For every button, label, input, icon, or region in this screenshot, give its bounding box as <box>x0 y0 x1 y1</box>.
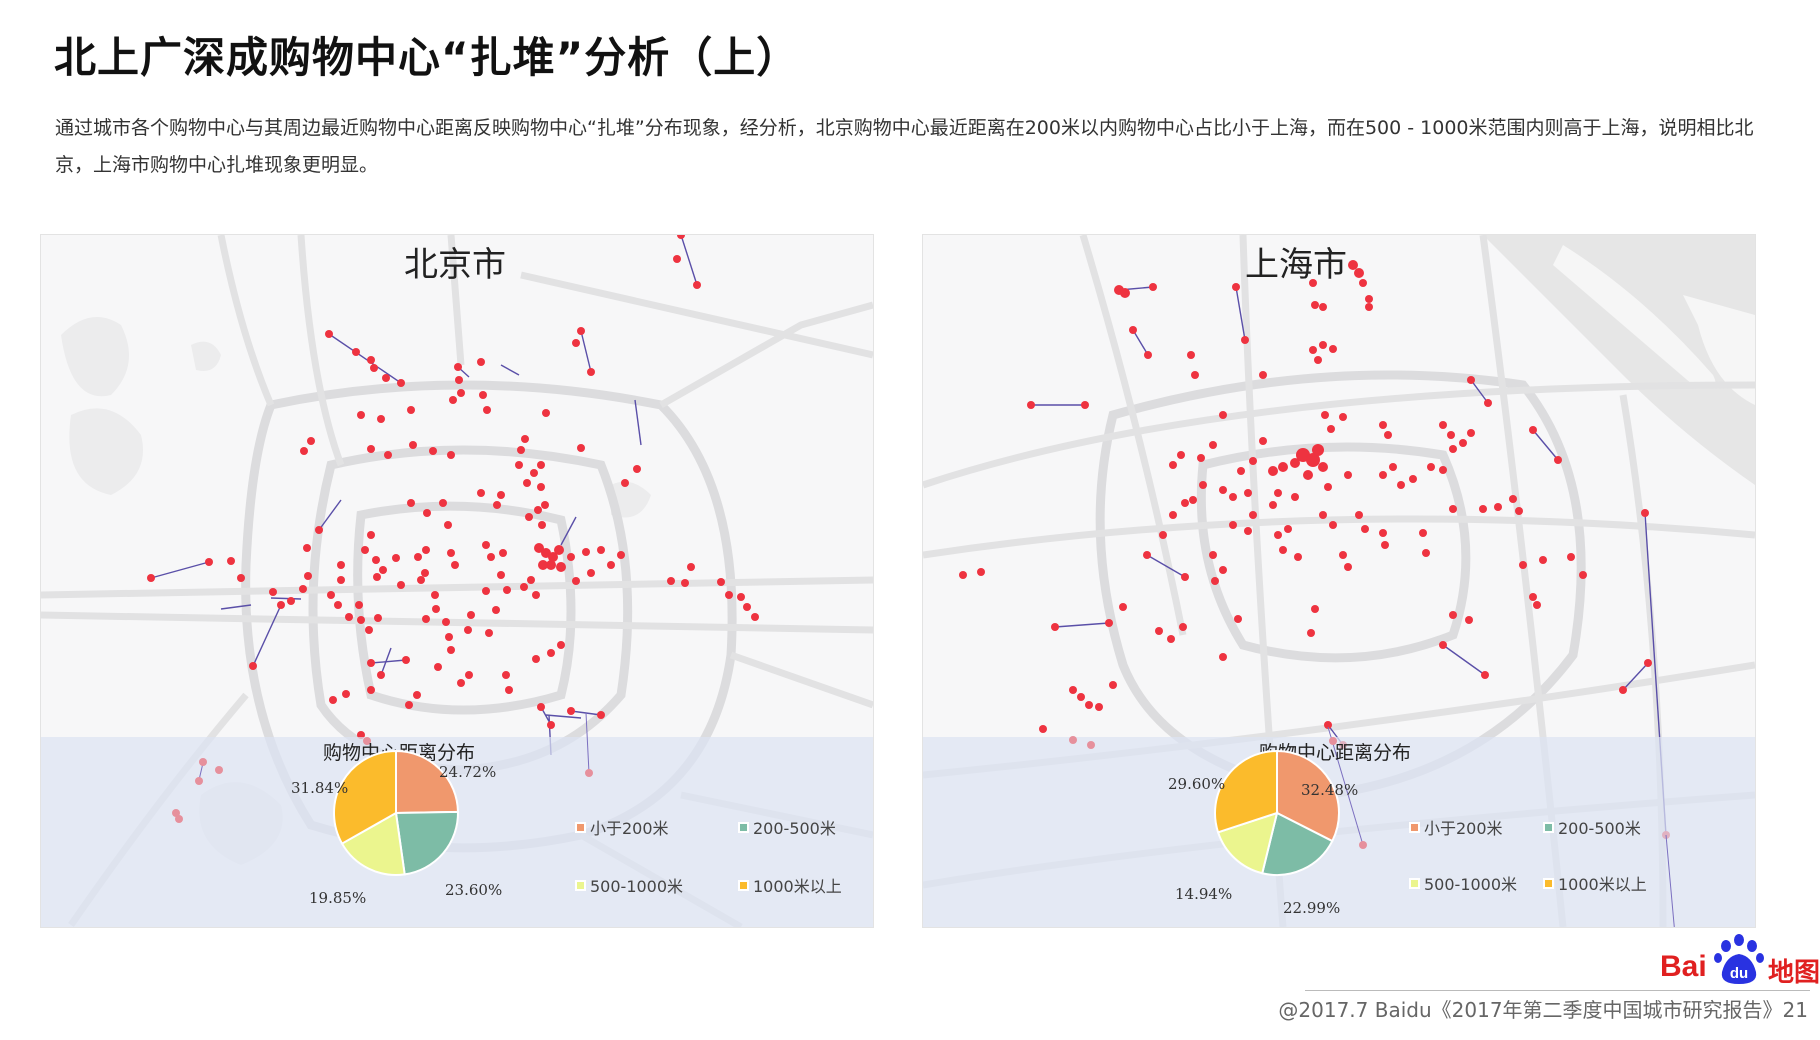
shanghai-label-500-1000: 14.94% <box>1175 885 1233 903</box>
shanghai-map-panel: 上海市 购物中心距离分布 32.48% 22.99% 14.94% 29.60%… <box>922 234 1756 928</box>
beijing-label-200-500: 23.60% <box>445 881 503 899</box>
legend-swatch <box>1543 821 1554 833</box>
legend-label: 200-500米 <box>1558 819 1641 838</box>
legend-item-lt200: 小于200米 <box>575 815 669 839</box>
shanghai-city-label: 上海市 <box>1245 245 1347 285</box>
baidu-map-logo: Bai du 地图 <box>1660 932 1820 988</box>
chart-overlay-band <box>41 737 873 927</box>
logo-suffix: 地图 <box>1768 958 1820 988</box>
legend-label: 1000米以上 <box>753 877 842 896</box>
legend-item-lt200: 小于200米 <box>1409 815 1503 839</box>
legend-swatch <box>738 821 749 833</box>
shanghai-label-gt1000: 29.60% <box>1168 775 1226 793</box>
legend-label: 小于200米 <box>1424 819 1503 838</box>
beijing-pie-chart <box>332 749 460 876</box>
footer-divider <box>1305 990 1810 991</box>
legend-label: 1000米以上 <box>1558 875 1647 894</box>
legend-label: 小于200米 <box>590 819 669 838</box>
beijing-label-500-1000: 19.85% <box>309 889 367 907</box>
legend-swatch <box>575 879 586 891</box>
legend-item-500-1000: 500-1000米 <box>1409 871 1517 895</box>
legend-item-gt1000: 1000米以上 <box>738 873 842 897</box>
legend-swatch <box>1409 821 1420 833</box>
pie-slice-lt200 <box>395 749 460 815</box>
legend-item-500-1000: 500-1000米 <box>575 873 683 897</box>
pie-slice-lt200 <box>1276 749 1340 843</box>
shanghai-label-200-500: 22.99% <box>1283 899 1341 917</box>
legend-item-200-500: 200-500米 <box>1543 815 1641 839</box>
page-title: 北上广深成购物中心“扎堆”分析（上） <box>54 33 800 82</box>
pie-slice-gt1000 <box>1214 749 1278 834</box>
legend-swatch <box>1543 877 1554 889</box>
beijing-map-panel: 北京市 购物中心距离分布 24.72% 23.60% 19.85% 31.84%… <box>40 234 874 928</box>
paw-icon: du <box>1714 934 1764 984</box>
shanghai-label-lt200: 32.48% <box>1301 781 1359 799</box>
pie-slice-200-500 <box>1261 811 1334 876</box>
legend-swatch <box>1409 877 1420 889</box>
legend-label: 200-500米 <box>753 819 836 838</box>
pie-slice-200-500 <box>394 810 459 876</box>
logo-du: du <box>1730 965 1748 982</box>
legend-item-gt1000: 1000米以上 <box>1543 871 1647 895</box>
pie-slice-gt1000 <box>332 749 397 845</box>
shanghai-pie-chart <box>1214 749 1340 876</box>
legend-swatch <box>738 879 749 891</box>
legend-label: 500-1000米 <box>590 877 684 896</box>
logo-text: Bai <box>1660 950 1707 983</box>
page-description: 通过城市各个购物中心与其周边最近购物中心距离反映购物中心“扎堆”分布现象，经分析… <box>55 117 1754 176</box>
pie-slice-500-1000 <box>340 811 406 876</box>
legend-item-200-500: 200-500米 <box>738 815 836 839</box>
beijing-label-lt200: 24.72% <box>439 763 497 781</box>
footer-source: @2017.7 Baidu《2017年第二季度中国城市研究报告》21 <box>1278 998 1808 1022</box>
beijing-city-label: 北京市 <box>404 245 506 285</box>
legend-label: 500-1000米 <box>1424 875 1518 894</box>
beijing-label-gt1000: 31.84% <box>291 779 349 797</box>
legend-swatch <box>575 821 586 833</box>
